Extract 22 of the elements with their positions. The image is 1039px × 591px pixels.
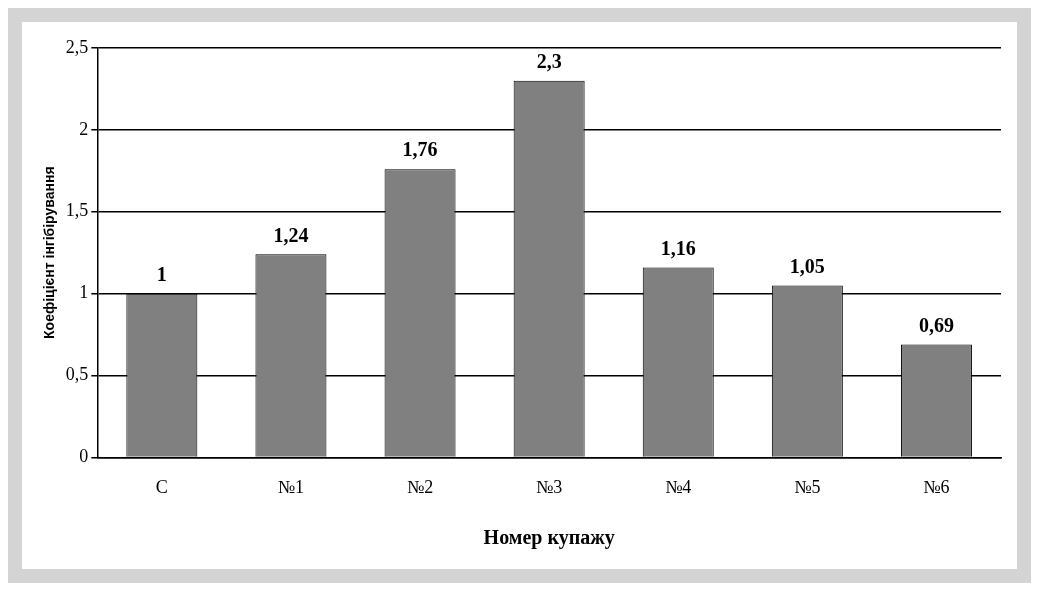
x-tick-label: №2	[406, 476, 434, 497]
data-label: 1,24	[273, 223, 309, 246]
data-label: 1,05	[789, 254, 825, 277]
data-label: 1,76	[402, 138, 438, 161]
y-tick-label: 2	[79, 118, 89, 139]
x-axis-title: Номер купажу	[483, 526, 615, 550]
x-tick-label: №4	[665, 476, 692, 497]
data-label: 1,16	[660, 236, 696, 259]
y-tick-label: 0	[79, 446, 89, 467]
y-tick-label: 1,5	[65, 200, 89, 221]
data-label: 2,3	[536, 49, 562, 72]
x-tick-label: №6	[923, 476, 950, 497]
data-label: 0,69	[918, 313, 954, 336]
y-tick-label: 0,5	[65, 364, 89, 385]
x-tick-label: №5	[794, 476, 821, 497]
x-tick-label: №3	[536, 476, 563, 497]
x-tick-label: №1	[277, 476, 305, 497]
y-axis-title: Коефіцієнт інгібірування	[41, 166, 58, 339]
x-tick-label: С	[155, 476, 168, 497]
data-label: 1	[156, 262, 167, 285]
y-tick-label: 2,5	[65, 36, 89, 57]
y-tick-label: 1	[79, 282, 89, 303]
